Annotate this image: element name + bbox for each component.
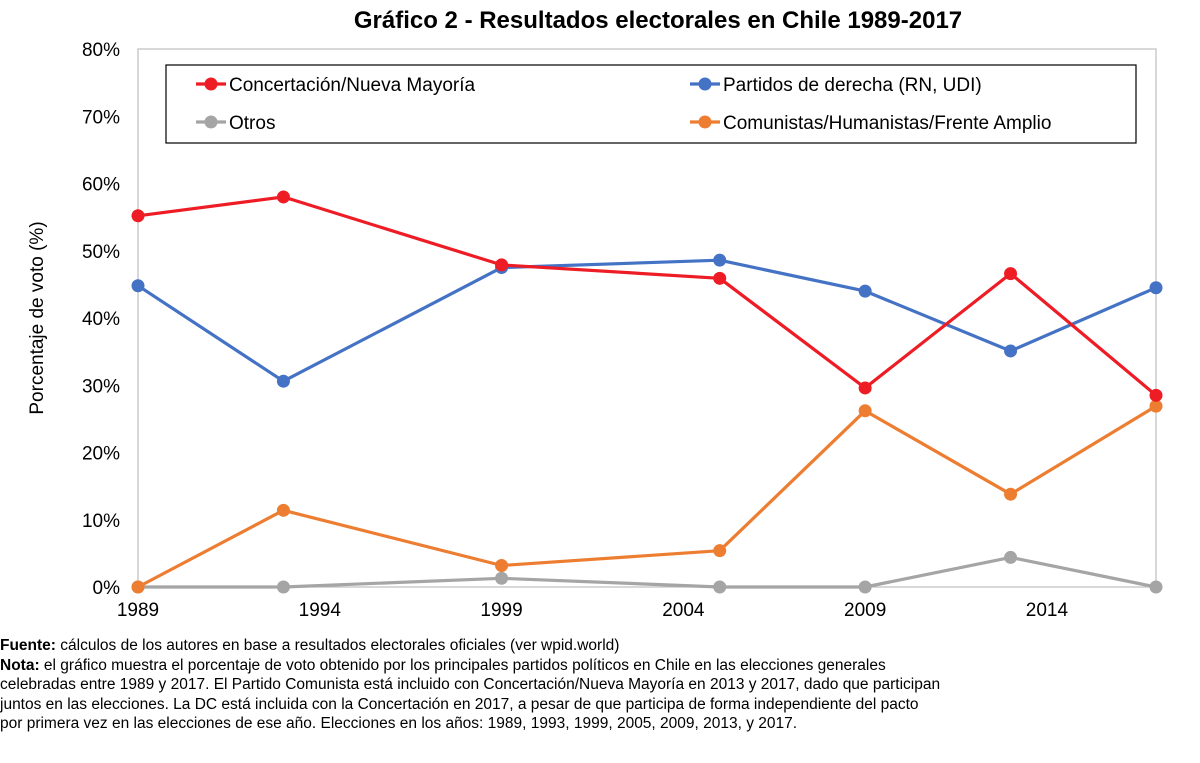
data-point	[1149, 281, 1163, 295]
y-tick-label: 0%	[93, 578, 121, 599]
data-point	[495, 558, 509, 572]
x-tick-label: 1989	[117, 600, 159, 621]
chart-notes: Fuente: cálculos de los autores en base …	[0, 636, 1200, 734]
series-group	[131, 550, 1163, 594]
legend-swatch-marker	[698, 115, 712, 129]
legend-entry-label: Partidos de derecha (RN, UDI)	[723, 75, 982, 96]
x-tick-label: 2009	[844, 600, 886, 621]
data-point	[1004, 550, 1018, 564]
data-point	[858, 580, 872, 594]
legend-swatch-marker	[204, 115, 218, 129]
x-tick-label: 1999	[480, 600, 522, 621]
data-point	[713, 544, 727, 558]
data-point	[713, 271, 727, 285]
source-note: Fuente: cálculos de los autores en base …	[0, 636, 1200, 656]
data-point	[858, 381, 872, 395]
data-point	[1004, 344, 1018, 358]
legend-entry-label: Comunistas/Humanistas/Frente Amplio	[723, 113, 1051, 134]
data-point	[1149, 399, 1163, 413]
data-point	[1149, 580, 1163, 594]
y-axis-title: Porcentaje de voto (%)	[27, 221, 48, 414]
y-tick-label: 40%	[82, 309, 120, 330]
data-point	[713, 580, 727, 594]
y-tick-label: 60%	[82, 175, 120, 196]
data-point	[276, 503, 290, 517]
note-label: Nota:	[0, 656, 40, 674]
legend-swatch-marker	[698, 77, 712, 91]
data-point	[276, 374, 290, 388]
legend-entry-label: Concertación/Nueva Mayoría	[229, 75, 475, 96]
legend-swatch-marker	[204, 77, 218, 91]
data-point	[1149, 388, 1163, 402]
chart-title: Gráfico 2 - Resultados electorales en Ch…	[354, 7, 962, 34]
source-text: cálculos de los autores en base a result…	[55, 637, 620, 654]
data-point	[1004, 487, 1018, 501]
plot-area-frame	[137, 48, 1157, 588]
data-point	[495, 571, 509, 585]
note-line-4: por primera vez en las elecciones de ese…	[0, 715, 798, 732]
data-point	[131, 209, 145, 223]
note-line-3: juntos en las elecciones. La DC está inc…	[0, 695, 919, 713]
y-tick-label: 80%	[82, 40, 120, 61]
y-tick-label: 10%	[82, 511, 120, 532]
y-tick-label: 20%	[82, 444, 120, 465]
legend-entry-label: Otros	[229, 113, 275, 134]
data-point	[1004, 267, 1018, 281]
data-point	[131, 279, 145, 293]
data-point	[495, 258, 509, 272]
data-point	[858, 284, 872, 298]
legend: Concertación/Nueva Mayoría Partidos de de…	[165, 64, 1137, 144]
series-group	[131, 399, 1163, 594]
data-point	[713, 253, 727, 267]
series-layer	[131, 190, 1163, 594]
series-line	[138, 555, 1157, 589]
y-tick-label: 50%	[82, 242, 120, 263]
y-tick-label: 70%	[82, 107, 120, 128]
data-point	[276, 580, 290, 594]
note-text-1: el gráfico muestra el porcentaje de voto…	[39, 656, 886, 674]
series-group	[131, 190, 1163, 402]
data-point	[276, 190, 290, 204]
source-label: Fuente:	[0, 637, 56, 654]
y-tick-label: 30%	[82, 376, 120, 397]
data-point	[131, 580, 145, 594]
x-tick-label: 2014	[1026, 600, 1069, 621]
data-point	[858, 404, 872, 418]
note-line-2: celebradas entre 1989 y 2017. El Partido…	[0, 676, 941, 693]
legend-frame	[165, 64, 1137, 144]
x-axis-ticks: 1989 1994 1999 2004 2009 2014	[117, 600, 1069, 621]
electoral-results-chart: Gráfico 2 - Resultados electorales en Ch…	[27, 7, 1163, 621]
series-line	[137, 195, 1158, 397]
x-tick-label: 2004	[662, 600, 705, 621]
y-axis-ticks: 0% 10% 20% 30% 40% 50% 60% 70% 80%	[82, 40, 120, 599]
note-line-1: Nota: el gráfico muestra el porcentaje d…	[0, 656, 1200, 676]
x-tick-label: 1994	[299, 600, 342, 621]
